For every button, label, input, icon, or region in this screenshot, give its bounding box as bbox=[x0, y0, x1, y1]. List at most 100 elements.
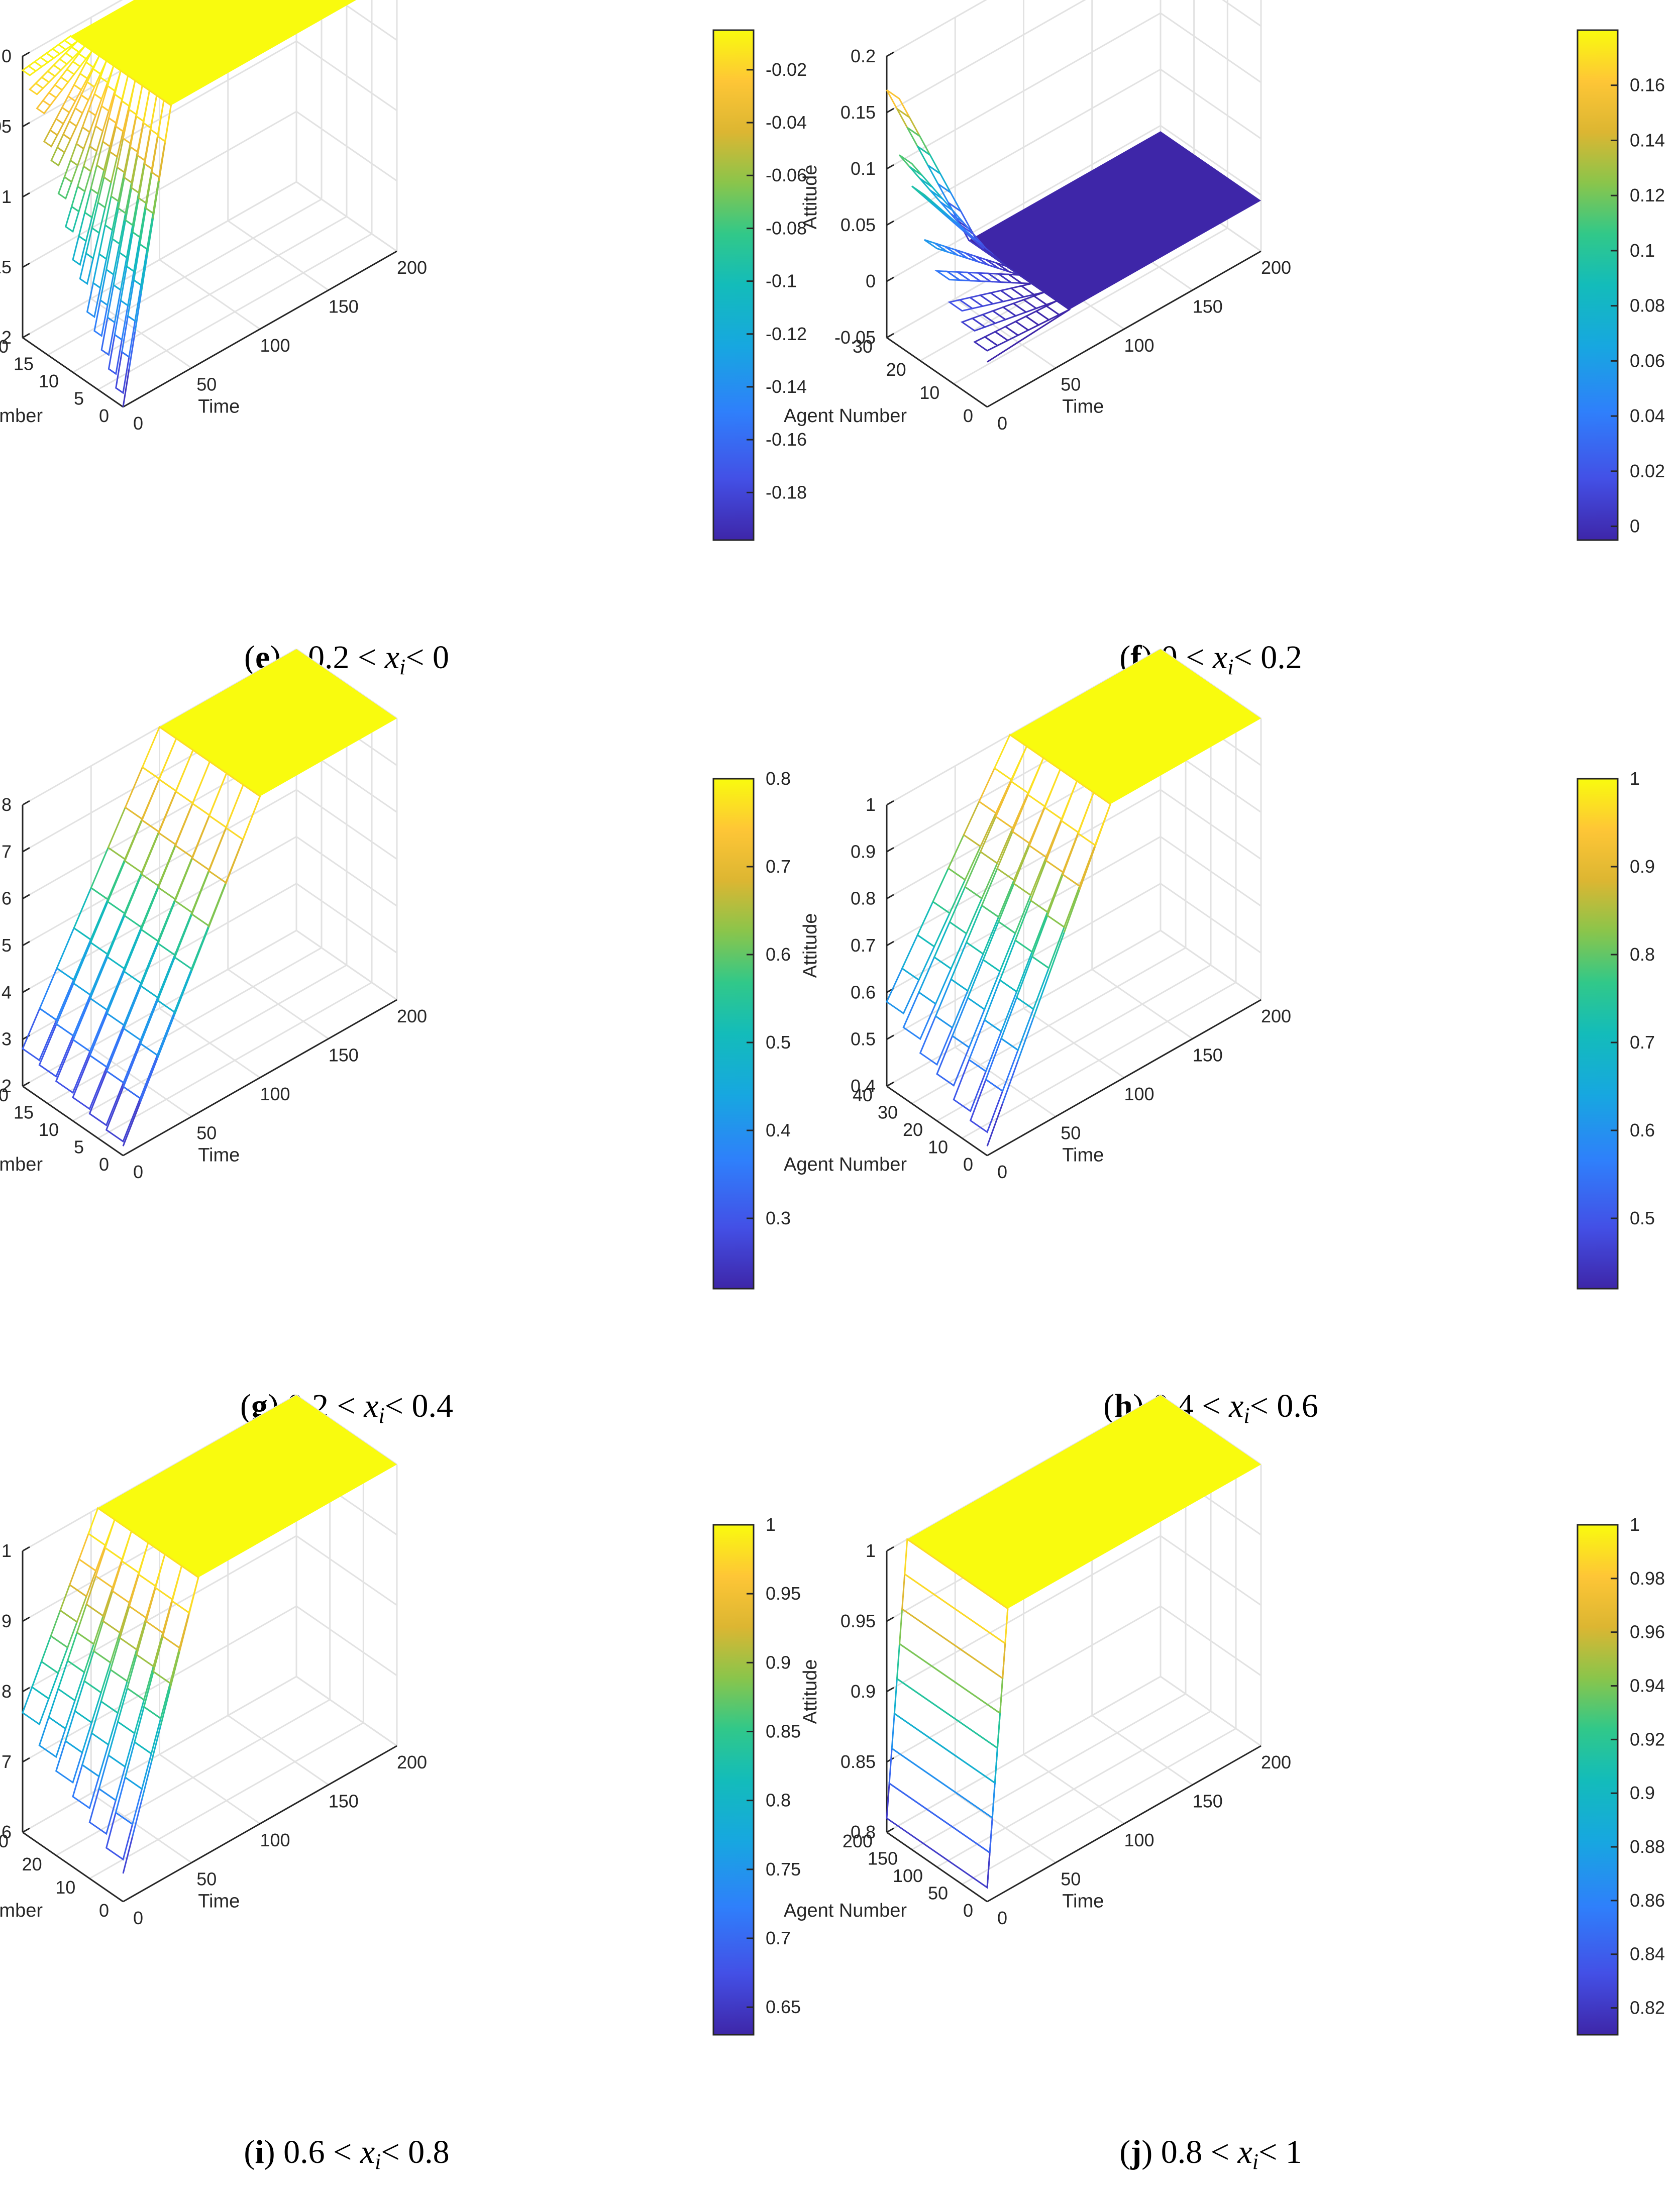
agent-tick-label: 20 bbox=[0, 336, 9, 357]
surface-patch bbox=[896, 108, 921, 137]
agent-tick-label: 0 bbox=[99, 405, 109, 426]
z-tick bbox=[22, 1687, 30, 1693]
time-tick-label: 0 bbox=[133, 413, 143, 434]
z-tick-label: 0.15 bbox=[841, 102, 876, 123]
colorbar-tick-label: -0.04 bbox=[766, 112, 807, 133]
grid-line bbox=[296, 1535, 397, 1606]
surface-patch bbox=[916, 146, 941, 175]
time-tick-label: 150 bbox=[1193, 1791, 1223, 1812]
surface-patch bbox=[60, 68, 75, 83]
z-tick bbox=[886, 1616, 894, 1622]
agent-tick-label: 20 bbox=[886, 359, 906, 380]
surface-patch bbox=[893, 1677, 998, 1785]
surface-patch bbox=[1048, 932, 1065, 976]
z-tick-label: 0.7 bbox=[851, 935, 876, 956]
agent-tick-label: 10 bbox=[928, 1137, 948, 1158]
colorbar-tick-label: 0.95 bbox=[766, 1583, 801, 1604]
surface-patch bbox=[46, 64, 62, 77]
z-tick-label: 0.5 bbox=[851, 1029, 876, 1050]
colorbar bbox=[1577, 1524, 1619, 2036]
surface-patch bbox=[98, 224, 114, 261]
z-tick bbox=[886, 51, 894, 57]
panel-i: 10.90.80.70.63020100050100150200Attitude… bbox=[0, 1394, 801, 2174]
z-tick-label: 0.9 bbox=[851, 841, 876, 862]
surface-patch bbox=[146, 218, 154, 257]
z-tick bbox=[22, 262, 30, 268]
converged-plane bbox=[97, 1395, 397, 1578]
agent-tick-label: 10 bbox=[55, 1877, 75, 1898]
z-tick bbox=[886, 333, 894, 339]
surface-patch bbox=[160, 1688, 171, 1726]
colorbar-tick-label: 0.02 bbox=[1630, 461, 1665, 481]
grid-line bbox=[97, 982, 372, 1139]
agent-tick-label: 20 bbox=[0, 1085, 9, 1105]
surface-patch bbox=[1032, 975, 1050, 1018]
surface-patch bbox=[66, 60, 81, 75]
z-tick bbox=[22, 122, 30, 128]
surface-patch bbox=[21, 65, 37, 76]
colorbar-tick-label: 0.4 bbox=[766, 1120, 791, 1140]
surface-patch bbox=[109, 125, 124, 158]
z-tick-label: 0.6 bbox=[0, 1822, 12, 1842]
surface-patch bbox=[208, 772, 245, 829]
colorbar-tick-label: 1 bbox=[1630, 768, 1640, 789]
time-axis-label: Time bbox=[1062, 1891, 1104, 1912]
z-tick bbox=[22, 1827, 30, 1833]
agent-axis-line bbox=[22, 1831, 124, 1903]
surface-patch bbox=[886, 967, 920, 1015]
z-tick-label: 1 bbox=[866, 794, 876, 815]
agent-tick-label: 150 bbox=[868, 1848, 898, 1869]
grid-line bbox=[296, 1605, 397, 1677]
time-axis-label: Time bbox=[198, 396, 240, 417]
agent-axis-line bbox=[886, 1831, 988, 1903]
colorbar-tick-label: 0.9 bbox=[766, 1652, 791, 1673]
colorbar-tick-label: 0.65 bbox=[766, 1997, 801, 2017]
agent-tick-label: 50 bbox=[928, 1883, 948, 1904]
time-tick-label: 0 bbox=[133, 1162, 143, 1182]
time-tick-label: 50 bbox=[1061, 374, 1081, 395]
time-axis-line bbox=[987, 999, 1262, 1157]
surface-patch bbox=[987, 355, 998, 363]
time-tick-label: 150 bbox=[329, 1791, 359, 1812]
converged-plane bbox=[159, 649, 397, 796]
surface-patch bbox=[120, 265, 135, 307]
agent-axis-label: Agent Number bbox=[0, 405, 43, 427]
z-tick-label: 0.4 bbox=[0, 982, 12, 1002]
z-tick bbox=[22, 894, 30, 899]
z-tick-label: 1 bbox=[866, 1540, 876, 1561]
agent-tick-label: 200 bbox=[843, 1831, 873, 1851]
grid-line bbox=[953, 227, 1228, 385]
agent-tick-label: 10 bbox=[39, 371, 59, 391]
colorbar-tick-label: 0.1 bbox=[1630, 240, 1655, 261]
colorbar-tick-label: 0.84 bbox=[1630, 1944, 1665, 1964]
grid-line bbox=[90, 1793, 192, 1863]
surface-patch bbox=[119, 1605, 147, 1651]
grid-line bbox=[886, 0, 987, 57]
grid-line bbox=[72, 964, 347, 1122]
agent-tick-label: 40 bbox=[853, 1085, 873, 1105]
z-tick-label: 0.8 bbox=[0, 1681, 12, 1702]
surface-patch bbox=[28, 82, 44, 95]
z-tick bbox=[22, 333, 30, 339]
time-tick-label: 100 bbox=[1124, 1084, 1154, 1104]
colorbar-tick-label: 0.86 bbox=[1630, 1890, 1665, 1911]
surface-patch bbox=[119, 219, 134, 259]
z-tick bbox=[22, 988, 30, 993]
surface-patch bbox=[43, 129, 59, 148]
z-tick-label: 0.5 bbox=[0, 935, 12, 956]
z-tick-label: 0.6 bbox=[851, 982, 876, 1002]
agent-axis-label: Agent Number bbox=[784, 405, 907, 427]
z-tick-label: -0.05 bbox=[834, 327, 876, 348]
time-tick-label: 150 bbox=[1193, 296, 1223, 317]
grid-line bbox=[159, 1753, 261, 1825]
surface-patch bbox=[106, 237, 121, 276]
time-tick-label: 50 bbox=[196, 374, 217, 395]
grid-line bbox=[936, 964, 1211, 1122]
grid-line bbox=[89, 1722, 364, 1880]
agent-tick-label: 30 bbox=[853, 336, 873, 357]
colorbar-tick-label: 0.7 bbox=[766, 1928, 791, 1948]
z-tick-label: 0.7 bbox=[0, 841, 12, 862]
z-tick-label: 0.85 bbox=[841, 1751, 876, 1772]
